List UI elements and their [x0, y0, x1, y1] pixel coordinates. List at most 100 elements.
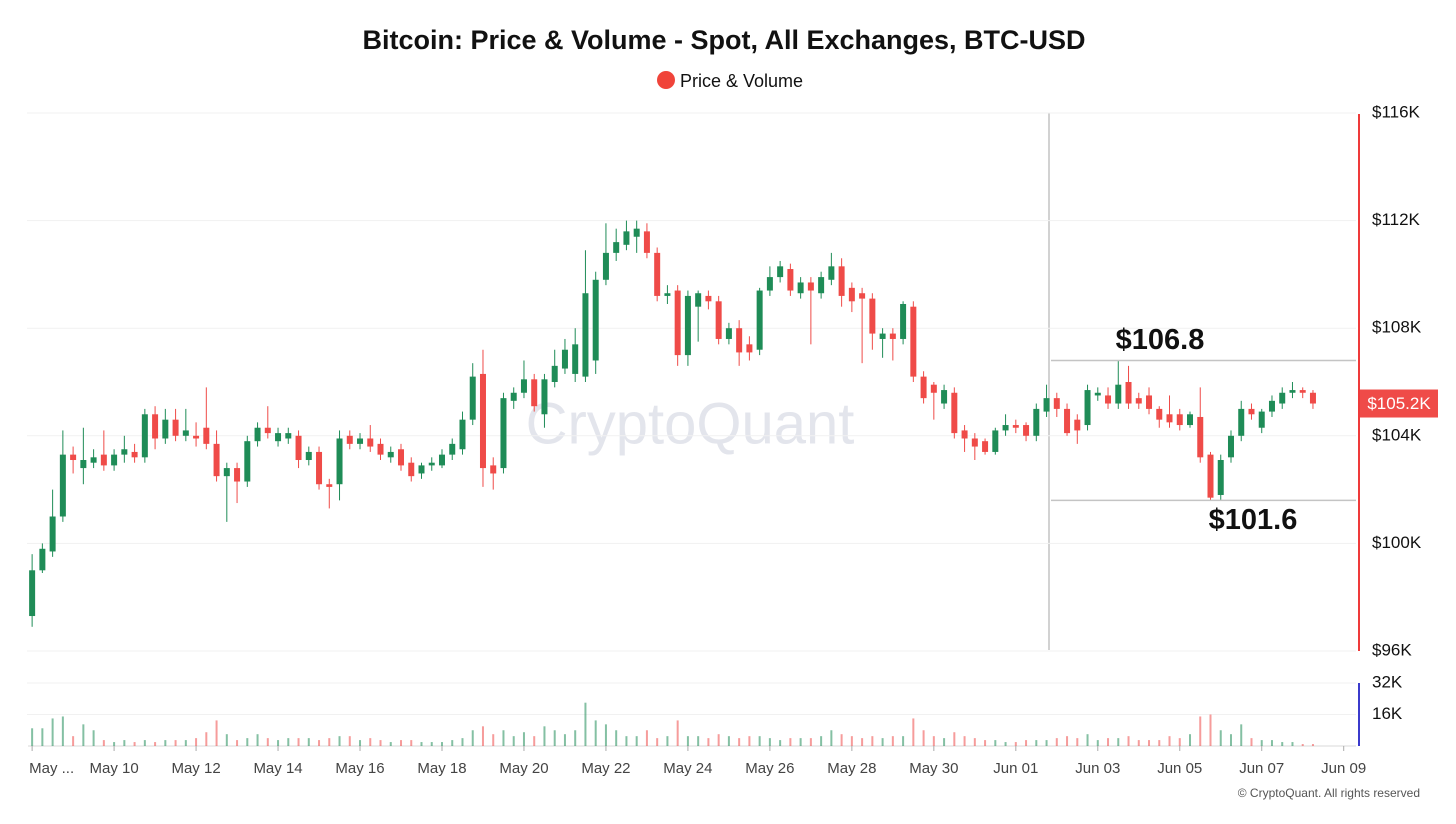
volume-bar [820, 736, 823, 746]
candle-body [141, 414, 148, 458]
candle-body [29, 570, 36, 617]
volume-bar [1260, 740, 1263, 746]
volume-bar [584, 702, 587, 746]
legend-label: Price & Volume [680, 71, 803, 91]
candle-body [1309, 392, 1316, 404]
volume-bar [174, 740, 177, 746]
volume-bar [686, 736, 689, 746]
volume-bar [440, 742, 443, 746]
volume-bar [994, 740, 997, 746]
candle-body [162, 419, 169, 439]
candle-body [182, 430, 189, 436]
candle-body [725, 328, 732, 339]
volume-bar [1045, 740, 1048, 746]
candle-body [234, 468, 241, 482]
volume-bar [1148, 740, 1151, 746]
volume-bar [563, 734, 566, 746]
candle-body [664, 293, 671, 296]
candle-body [1115, 384, 1122, 404]
volume-bar [922, 730, 925, 746]
volume-bar [92, 730, 95, 746]
candle-body [275, 433, 282, 442]
volume-bar [891, 736, 894, 746]
volume-bar [1004, 742, 1007, 746]
volume-bar [1270, 740, 1273, 746]
candle-body [223, 468, 230, 477]
candle-body [336, 438, 343, 485]
candle-body [1094, 392, 1101, 396]
candle-body [797, 282, 804, 294]
volume-bar [451, 740, 454, 746]
volume-bar [738, 738, 741, 746]
volume-bar [72, 736, 75, 746]
volume-bar [328, 738, 331, 746]
candle-body [1156, 408, 1163, 420]
volume-bar [809, 738, 812, 746]
candle-body [49, 516, 56, 552]
candle-body [520, 379, 527, 393]
candle-body [623, 231, 630, 245]
volume-bar [758, 736, 761, 746]
candle-body [582, 293, 589, 377]
x-tick-label: May 20 [499, 760, 548, 777]
x-tick-label: Jun 01 [993, 760, 1038, 777]
candle-body [203, 427, 210, 444]
volume-bar [1291, 742, 1294, 746]
volume-bar [41, 728, 44, 746]
candle-body [172, 419, 179, 436]
volume-bar [666, 736, 669, 746]
candle-body [244, 441, 251, 482]
candle-body [766, 277, 773, 291]
candle-body [1135, 398, 1142, 404]
candle-body [551, 365, 558, 382]
volume-bar [1096, 740, 1099, 746]
candle-body [971, 438, 978, 447]
volume-bar [410, 740, 413, 746]
volume-bar [512, 736, 515, 746]
volume-bar [1117, 738, 1120, 746]
candle-body [1176, 414, 1183, 426]
candle-body [1207, 454, 1214, 498]
volume-bar [215, 720, 218, 746]
candle-body [643, 231, 650, 253]
volume-bar [184, 740, 187, 746]
volume-bar [287, 738, 290, 746]
volume-bar [717, 734, 720, 746]
volume-bar [1025, 740, 1028, 746]
volume-bar [379, 740, 382, 746]
candle-body [859, 293, 866, 299]
volume-bar [123, 740, 126, 746]
y-tick-label: $96K [1372, 640, 1412, 659]
volume-bar [430, 742, 433, 746]
candle-body [1197, 416, 1204, 458]
volume-bar [338, 736, 341, 746]
volume-bar [1178, 738, 1181, 746]
volume-bar [102, 740, 105, 746]
candle-body [633, 228, 640, 237]
candle-body [367, 438, 374, 447]
volume-bar [246, 738, 249, 746]
volume-bar [789, 738, 792, 746]
volume-bar [1240, 724, 1243, 746]
candle-body [951, 392, 958, 434]
footer: © CryptoQuant. All rights reserved [1238, 786, 1420, 800]
volume-bar [359, 740, 362, 746]
candle-body [910, 306, 917, 377]
y-tick-label: $104K [1372, 425, 1422, 444]
candle-body [756, 290, 763, 350]
x-tick-label: May 16 [335, 760, 384, 777]
candle-body [1258, 411, 1265, 428]
candle-body [131, 451, 138, 458]
volume-bar [481, 726, 484, 746]
candle-body [828, 266, 835, 280]
candle-body [213, 443, 220, 477]
volume-bar [461, 738, 464, 746]
candle-body [121, 449, 128, 455]
volume-bar [205, 732, 208, 746]
x-tick-label: Jun 09 [1321, 760, 1366, 777]
candle-body [992, 430, 999, 452]
candle-body [1279, 392, 1286, 404]
volume-bar [840, 734, 843, 746]
candle-body [1146, 395, 1153, 409]
